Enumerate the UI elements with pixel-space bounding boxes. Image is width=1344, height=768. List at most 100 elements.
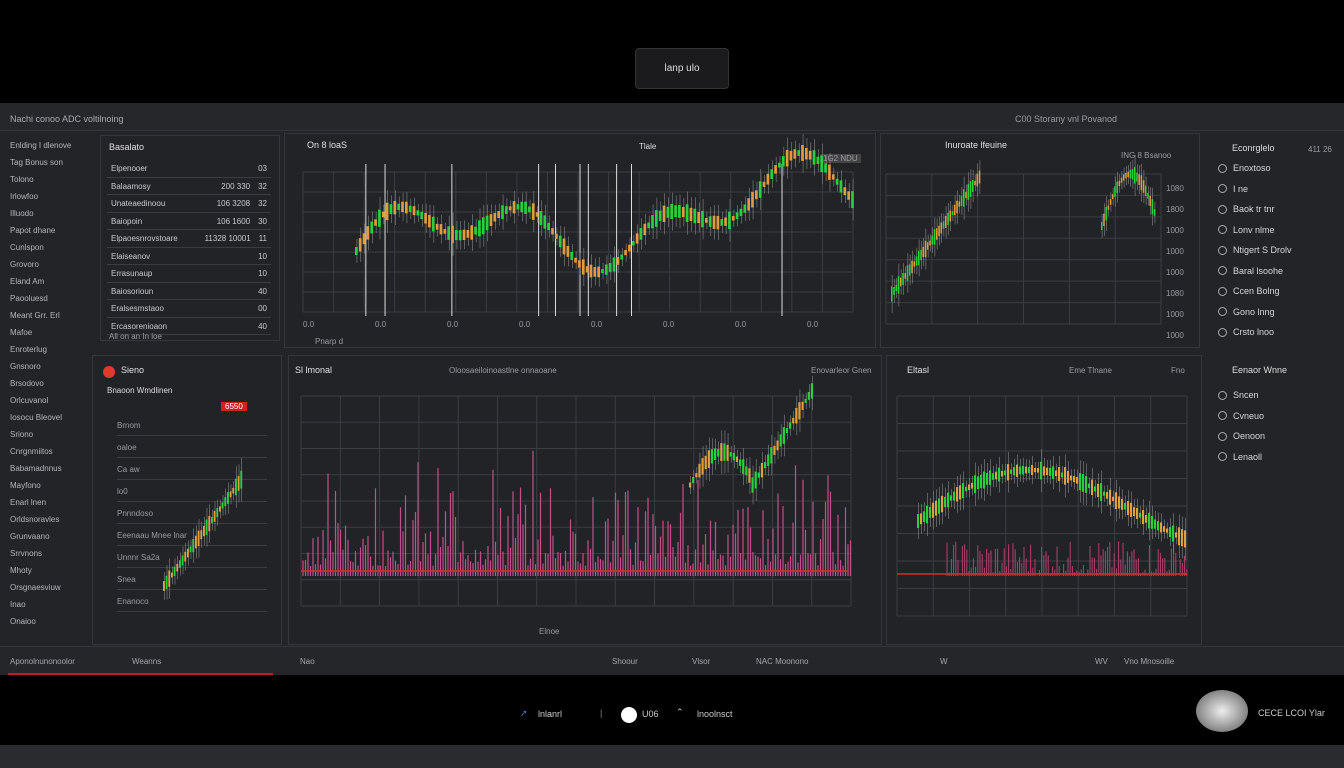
sidebar-item[interactable]: Tolono	[10, 175, 34, 184]
candle	[1142, 180, 1145, 193]
sidebar-item[interactable]: Paooluesd	[10, 294, 48, 303]
footer-item[interactable]: Shoour	[612, 657, 638, 666]
footer-item[interactable]: Aponolnunonoolor	[10, 657, 75, 666]
sidebar-item[interactable]: Mayfono	[10, 481, 41, 490]
footer-item[interactable]: NAC Moonono	[756, 657, 809, 666]
option-item[interactable]: Sncen	[1218, 385, 1338, 406]
footer-item[interactable]: WV	[1095, 657, 1108, 666]
watchlist-row[interactable]: Ercasorenioaon 40	[107, 318, 271, 335]
sidebar-item[interactable]: Cnrgnmiitos	[10, 447, 53, 456]
option-item[interactable]: Gono lnng	[1218, 302, 1338, 323]
radio-icon[interactable]	[1218, 286, 1227, 296]
sidebar-item[interactable]: Gnsnoro	[10, 362, 41, 371]
option-item[interactable]: Enoxtoso	[1218, 158, 1338, 179]
sidebar-item[interactable]: Tag Bonus son	[10, 158, 63, 167]
footer-item[interactable]: Vno Mnosoille	[1124, 657, 1175, 666]
radio-icon[interactable]	[1218, 163, 1227, 173]
price-badge[interactable]: 6550	[221, 402, 247, 411]
order-row[interactable]: oaloe	[117, 438, 267, 458]
radio-icon[interactable]	[1218, 307, 1227, 317]
right2-title: Eenaor Wnne	[1232, 365, 1288, 375]
order-row[interactable]: Pnnndoso	[117, 504, 267, 524]
header-status[interactable]: C00 Storany vnl Povanod	[1015, 114, 1118, 124]
candle	[947, 212, 949, 226]
footer-item[interactable]: W	[940, 657, 948, 666]
radio-icon[interactable]	[1218, 411, 1227, 421]
option-item[interactable]: Baral lsoohe	[1218, 261, 1338, 282]
option-item[interactable]: I ne	[1218, 179, 1338, 200]
candle	[915, 256, 918, 266]
radio-icon[interactable]	[1218, 452, 1227, 462]
sidebar-item[interactable]: Irlowfoo	[10, 192, 39, 201]
radio-icon[interactable]	[1218, 327, 1227, 337]
chart2-badge[interactable]: ING 8 Bsanoo	[1121, 151, 1172, 160]
sidebar-item[interactable]: Enlding I dlenove	[10, 141, 72, 150]
radio-icon[interactable]	[1218, 266, 1227, 276]
sidebar-item[interactable]: Inao	[10, 600, 26, 609]
candle	[1147, 192, 1149, 199]
sidebar-item[interactable]: Enarl lnen	[10, 498, 47, 507]
radio-icon[interactable]	[1218, 431, 1227, 441]
sidebar-item[interactable]: Papot dhane	[10, 226, 56, 235]
option-item[interactable]: Oenoon	[1218, 426, 1338, 447]
sidebar-item[interactable]: Orldsnoravles	[10, 515, 60, 524]
watchlist-row[interactable]: Eralsesmstaoo 00	[107, 300, 271, 318]
watchlist-row[interactable]: Elpenooer 03	[107, 160, 271, 178]
radio-icon[interactable]	[1218, 225, 1227, 235]
order-row[interactable]: Brnom	[117, 416, 267, 436]
sidebar-item[interactable]: Srrvnons	[10, 549, 43, 558]
sidebar-item[interactable]: Onaioo	[10, 617, 36, 626]
sidebar-item[interactable]: Meant Grr. Erl	[10, 311, 60, 320]
option-item[interactable]: Lonv nlme	[1218, 220, 1338, 241]
sidebar-item[interactable]: Eland Am	[10, 277, 45, 286]
candle	[389, 204, 393, 215]
order-row[interactable]: Ca aw	[117, 460, 267, 480]
sidebar-item[interactable]: Brsodovo	[10, 379, 44, 388]
option-item[interactable]: Lenaoll	[1218, 447, 1338, 468]
radio-icon[interactable]	[1218, 390, 1227, 400]
sidebar-item[interactable]: Sriono	[10, 430, 34, 439]
sidebar-item[interactable]: Enroterlug	[10, 345, 47, 354]
footer-item[interactable]: Weanns	[132, 657, 162, 666]
candle	[742, 459, 745, 474]
option-item[interactable]: Crsto lnoo	[1218, 322, 1338, 343]
taskbar-item-a[interactable]: lnlanrl	[538, 709, 563, 719]
watchlist-row[interactable]: Elpaoesnrovstoare 11328 10001 11	[107, 230, 271, 248]
sidebar-item[interactable]: Orsgnaesviuw	[10, 583, 61, 592]
order-row[interactable]: Eeenaau Mnee lnar	[117, 526, 267, 546]
chart1-badge[interactable]: 1G2 NDU	[820, 154, 861, 163]
footer-item[interactable]: Nao	[300, 657, 315, 666]
option-item[interactable]: Ntigert S Drolv	[1218, 240, 1338, 261]
sidebar-item[interactable]: Grunvaano	[10, 532, 50, 541]
sidebar-item[interactable]: Mafoe	[10, 328, 33, 337]
sidebar-item[interactable]: Iosocu Bleovel	[10, 413, 63, 422]
radio-icon[interactable]	[1218, 245, 1227, 255]
candle	[1034, 468, 1037, 473]
order-row[interactable]: Enanoco	[117, 592, 267, 612]
radio-icon[interactable]	[1218, 204, 1227, 214]
sidebar-item[interactable]: Illuodo	[10, 209, 34, 218]
sidebar-item[interactable]: Grovoro	[10, 260, 39, 269]
watchlist-row[interactable]: Baiopoin 106 1600 30	[107, 213, 271, 230]
order-row[interactable]: Unnnr Sa2a	[117, 548, 267, 568]
watchlist-row[interactable]: Elaiseanov 10	[107, 248, 271, 265]
sidebar-item[interactable]: Cunlspon	[10, 243, 44, 252]
option-item[interactable]: Ccen Bolng	[1218, 281, 1338, 302]
taskbar-item-b[interactable]: U06	[642, 709, 659, 719]
watchlist-row[interactable]: Errasunaup 10	[107, 265, 271, 283]
sidebar-item[interactable]: Mhoty	[10, 566, 32, 575]
watchlist-row[interactable]: Unateaedinoou 106 3208 32	[107, 195, 271, 213]
order-row[interactable]: lo0	[117, 482, 267, 502]
candle	[995, 471, 998, 480]
taskbar-item-c[interactable]: lnoolnsct	[697, 709, 733, 719]
sidebar-item[interactable]: Orlcuvanol	[10, 396, 49, 405]
sidebar-item[interactable]: Babamadnnus	[10, 464, 62, 473]
option-item[interactable]: Cvneuo	[1218, 406, 1338, 427]
chevron-up-icon[interactable]: ⌃	[676, 707, 684, 717]
order-row[interactable]: Snea	[117, 570, 267, 590]
radio-icon[interactable]	[1218, 184, 1227, 194]
option-item[interactable]: Baok tr tnr	[1218, 199, 1338, 220]
footer-item[interactable]: Vlsor	[692, 657, 711, 666]
watchlist-row[interactable]: Balaamosy 200 330 32	[107, 178, 271, 195]
watchlist-row[interactable]: Baiosorioun 40	[107, 283, 271, 300]
